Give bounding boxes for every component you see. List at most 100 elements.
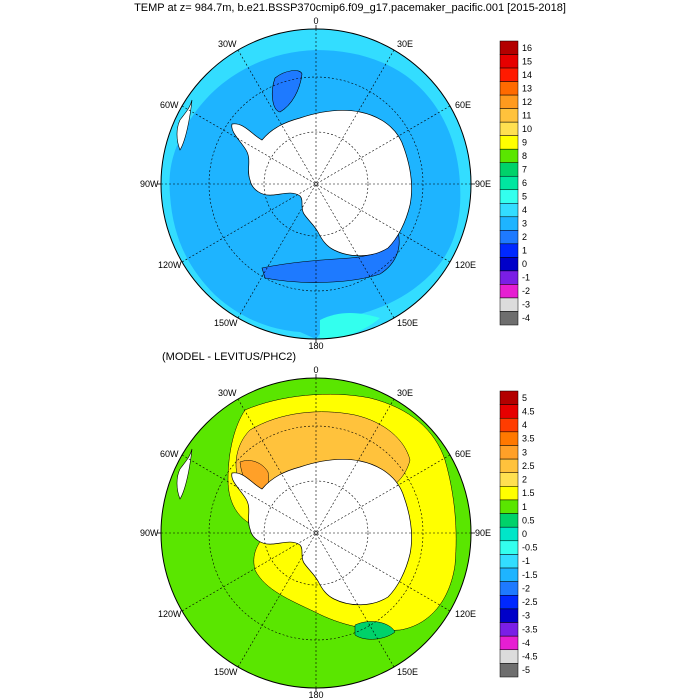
cb-top-tick-label-1: 15 [522, 56, 532, 66]
cb-top-tick-label-11: 5 [522, 192, 527, 202]
lon-label-30w-b: 30W [218, 388, 237, 398]
lon-label-180: 180 [308, 341, 323, 351]
lon-label-150e: 150E [397, 318, 418, 328]
cb-bottom-swatch-7 [499, 486, 519, 501]
cb-bottom-swatch-14 [499, 581, 519, 596]
cb-top-swatch-2 [499, 67, 519, 82]
cb-bottom-swatch-18 [499, 635, 519, 651]
cb-top-swatch-3 [499, 81, 519, 96]
lon-label-150e-b: 150E [397, 667, 418, 677]
lon-label-60e: 60E [455, 100, 471, 110]
lon-label-150w: 150W [214, 318, 238, 328]
cb-top-swatch-18 [499, 284, 519, 299]
lon-label-90e: 90E [475, 179, 491, 189]
cb-top-tick-label-15: 1 [522, 246, 527, 256]
cb-bottom-tick-label-6: 2 [522, 475, 527, 485]
ocean-4-5c-northeast [316, 29, 471, 184]
graticule-bottom [161, 378, 471, 688]
cb-top-tick-label-13: 3 [522, 219, 527, 229]
cb-bottom-swatch-2 [499, 417, 519, 433]
lon-label-120e: 120E [455, 260, 476, 270]
lon-label-120w-b: 120W [158, 609, 182, 619]
cb-bottom-tick-label-4: 3 [522, 447, 527, 457]
lon-label-180-b: 180 [308, 690, 323, 700]
cb-bottom-swatch-16 [499, 608, 519, 623]
cb-bottom-swatch-19 [499, 649, 519, 664]
difference-subtitle: (MODEL - LEVITUS/PHC2) [162, 351, 297, 363]
cb-top-tick-label-9: 7 [522, 164, 527, 174]
cb-top-tick-label-20: -4 [522, 313, 530, 323]
cb-bottom-tick-label-9: 0.5 [522, 515, 535, 525]
cb-bottom-swatch-9 [499, 513, 519, 528]
cb-top-swatch-6 [499, 121, 519, 136]
antarctica-landmass [231, 110, 412, 257]
cb-top-tick-label-19: -3 [522, 300, 530, 310]
bottom-polar-map: 0 30E 60E 90E 120E 150E 180 150W 120W 90… [140, 365, 491, 700]
cb-top-swatch-7 [499, 135, 519, 150]
cb-top-swatch-10 [499, 175, 519, 191]
graticule-top [161, 29, 471, 339]
lon-ticks-top [157, 25, 475, 343]
cb-bottom-swatch-8 [499, 499, 519, 514]
lon-label-60w: 60W [160, 100, 179, 110]
cb-bottom-swatch-15 [499, 595, 519, 610]
lon-label-0-b: 0 [313, 365, 318, 375]
cb-top-swatch-9 [499, 162, 519, 177]
cb-top-swatch-20 [499, 311, 519, 326]
ocean-2-3c-weddell [271, 70, 303, 113]
cb-top-tick-label-4: 12 [522, 97, 532, 107]
diff-0-0.5-patch [354, 621, 396, 640]
cb-bottom-swatch-17 [499, 622, 519, 637]
cb-top-swatch-19 [499, 297, 519, 312]
cb-bottom-swatch-4 [499, 445, 519, 460]
cb-bottom-tick-label-5: 2.5 [522, 461, 535, 471]
cb-bottom-tick-label-8: 1 [522, 502, 527, 512]
figure-title: TEMP at z= 984.7m, b.e21.BSSP370cmip6.f0… [134, 2, 566, 14]
cb-top-tick-label-12: 4 [522, 205, 527, 215]
lon-label-120e-b: 120E [455, 609, 476, 619]
cb-bottom-tick-label-18: -4 [522, 638, 530, 648]
cb-top-tick-label-10: 6 [522, 178, 527, 188]
cb-bottom-swatch-12 [499, 554, 519, 569]
cb-top-tick-label-3: 13 [522, 83, 532, 93]
south-america-tip-bottom [176, 448, 193, 500]
lon-label-150w-b: 150W [214, 667, 238, 677]
cb-top-swatch-13 [499, 216, 519, 231]
cb-top-swatch-1 [499, 54, 519, 69]
south-america-tip [176, 99, 193, 151]
lon-label-90w: 90W [140, 179, 159, 189]
cb-top-tick-label-5: 11 [522, 110, 531, 120]
cb-top-tick-label-18: -2 [522, 286, 530, 296]
cb-bottom-swatch-3 [499, 431, 519, 446]
top-polar-map: 0 30E 60E 90E 120E 150E 180 150W 120W 90… [140, 16, 491, 351]
ocean-5-6c-patch [320, 313, 380, 339]
cb-top-swatch-11 [499, 189, 519, 204]
cb-top-tick-label-7: 9 [522, 137, 527, 147]
cb-bottom-tick-label-0: 5 [522, 393, 527, 403]
lon-label-60e-b: 60E [455, 449, 471, 459]
lon-ticks-bottom [157, 374, 475, 692]
cb-bottom-tick-label-19: -4.5 [522, 652, 538, 662]
cb-bottom-swatch-11 [499, 540, 519, 555]
cb-bottom-tick-label-1: 4.5 [522, 406, 535, 416]
cb-top-tick-label-0: 16 [522, 43, 532, 53]
cb-top-swatch-14 [499, 230, 519, 245]
cb-top-swatch-5 [499, 108, 519, 123]
cb-top-swatch-16 [499, 257, 519, 272]
cb-bottom-swatch-0 [499, 390, 519, 405]
cb-bottom-tick-label-7: 1.5 [522, 488, 535, 498]
lon-label-30e: 30E [397, 39, 413, 49]
cb-top-tick-label-16: 0 [522, 259, 527, 269]
cb-bottom-tick-label-16: -3 [522, 611, 530, 621]
cb-top-swatch-12 [499, 203, 519, 218]
cb-bottom-tick-label-12: -1 [522, 556, 530, 566]
cb-bottom-tick-label-2: 4 [522, 420, 527, 430]
cb-top-swatch-17 [499, 270, 519, 285]
cb-bottom-tick-label-10: 0 [522, 529, 527, 539]
cb-bottom-swatch-6 [499, 472, 519, 487]
cb-bottom-tick-label-20: -5 [522, 665, 530, 675]
cb-bottom-swatch-1 [499, 404, 519, 419]
cb-bottom-swatch-10 [499, 526, 519, 542]
